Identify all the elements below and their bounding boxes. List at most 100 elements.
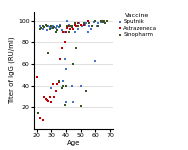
Sputnik (62, 80, 65, 83)
Astrazeneca (54, 90, 57, 92)
Sputnik (51, 25, 54, 27)
Sinopharm (49, 28, 52, 31)
Astrazeneca (51, 82, 54, 85)
Sinopharm (75, 46, 78, 49)
Sinopharm (47, 52, 50, 54)
Astrazeneca (75, 25, 78, 27)
Sputnik (86, 30, 89, 33)
Sinopharm (73, 22, 76, 24)
Astrazeneca (50, 101, 53, 103)
Astrazeneca (67, 25, 70, 27)
Sputnik (91, 25, 94, 27)
Sinopharm (102, 20, 105, 22)
Sinopharm (44, 24, 47, 26)
Sputnik (40, 27, 43, 29)
Sinopharm (57, 80, 60, 83)
Sputnik (76, 28, 79, 31)
Astrazeneca (70, 26, 73, 28)
Sputnik (50, 87, 53, 89)
Astrazeneca (60, 46, 63, 49)
Sputnik (60, 29, 63, 32)
Sinopharm (85, 90, 88, 92)
Sputnik (69, 25, 72, 27)
Sputnik (47, 25, 50, 27)
Sputnik (83, 24, 86, 26)
Astrazeneca (38, 117, 41, 119)
Sinopharm (45, 25, 49, 27)
Astrazeneca (69, 28, 72, 31)
Astrazeneca (45, 99, 49, 101)
Sinopharm (72, 63, 75, 65)
Sinopharm (105, 20, 108, 22)
Sputnik (57, 26, 60, 28)
Sputnik (49, 26, 52, 28)
Sinopharm (69, 25, 72, 27)
Sputnik (50, 27, 53, 29)
Sinopharm (37, 112, 40, 114)
Sputnik (101, 21, 104, 23)
Sinopharm (104, 22, 107, 24)
Sputnik (70, 84, 73, 87)
Astrazeneca (57, 81, 60, 84)
Sputnik (78, 22, 81, 24)
Astrazeneca (56, 82, 59, 85)
Sputnik (53, 26, 56, 28)
Sputnik (75, 25, 78, 27)
Sputnik (63, 57, 66, 60)
Sputnik (81, 25, 84, 27)
Sinopharm (82, 22, 85, 24)
Sputnik (88, 25, 91, 27)
Sinopharm (40, 27, 43, 29)
Y-axis label: Titer of IgG (RU/ml): Titer of IgG (RU/ml) (9, 37, 15, 104)
Sputnik (45, 29, 49, 32)
Sinopharm (97, 25, 100, 27)
Sputnik (85, 22, 88, 24)
Sputnik (92, 21, 95, 23)
Astrazeneca (72, 28, 75, 31)
Astrazeneca (64, 30, 67, 33)
Sputnik (59, 24, 62, 26)
Astrazeneca (73, 24, 76, 26)
Sinopharm (76, 25, 79, 27)
Sputnik (66, 20, 69, 22)
Sputnik (63, 30, 66, 33)
Sinopharm (54, 30, 57, 33)
Astrazeneca (66, 27, 69, 29)
Astrazeneca (63, 41, 66, 43)
Astrazeneca (59, 57, 62, 60)
Legend: Sputnik, Astrazeneca, Sinopharm: Sputnik, Astrazeneca, Sinopharm (117, 12, 158, 38)
Sputnik (82, 22, 85, 24)
Sputnik (100, 21, 103, 23)
Sputnik (38, 25, 41, 27)
Astrazeneca (47, 100, 50, 102)
Sinopharm (91, 25, 94, 27)
Astrazeneca (53, 95, 56, 98)
Sinopharm (41, 25, 44, 27)
Sinopharm (53, 26, 56, 28)
Astrazeneca (49, 95, 52, 98)
Sputnik (56, 25, 59, 27)
Astrazeneca (79, 24, 82, 26)
Sputnik (62, 84, 65, 87)
Sinopharm (66, 25, 69, 27)
Astrazeneca (94, 20, 97, 22)
Sinopharm (51, 27, 54, 29)
Sinopharm (100, 20, 103, 22)
Sputnik (73, 30, 76, 33)
X-axis label: Age: Age (67, 140, 80, 146)
Sputnik (89, 28, 92, 31)
Sinopharm (63, 104, 66, 106)
Astrazeneca (41, 119, 44, 122)
Sinopharm (88, 22, 91, 24)
Sputnik (64, 101, 67, 103)
Astrazeneca (86, 20, 89, 22)
Sputnik (64, 68, 67, 71)
Sinopharm (38, 28, 41, 31)
Sinopharm (59, 25, 62, 27)
Astrazeneca (101, 20, 104, 22)
Sinopharm (94, 20, 97, 22)
Sinopharm (50, 25, 53, 27)
Sputnik (97, 22, 100, 24)
Sinopharm (101, 21, 104, 23)
Astrazeneca (76, 22, 79, 24)
